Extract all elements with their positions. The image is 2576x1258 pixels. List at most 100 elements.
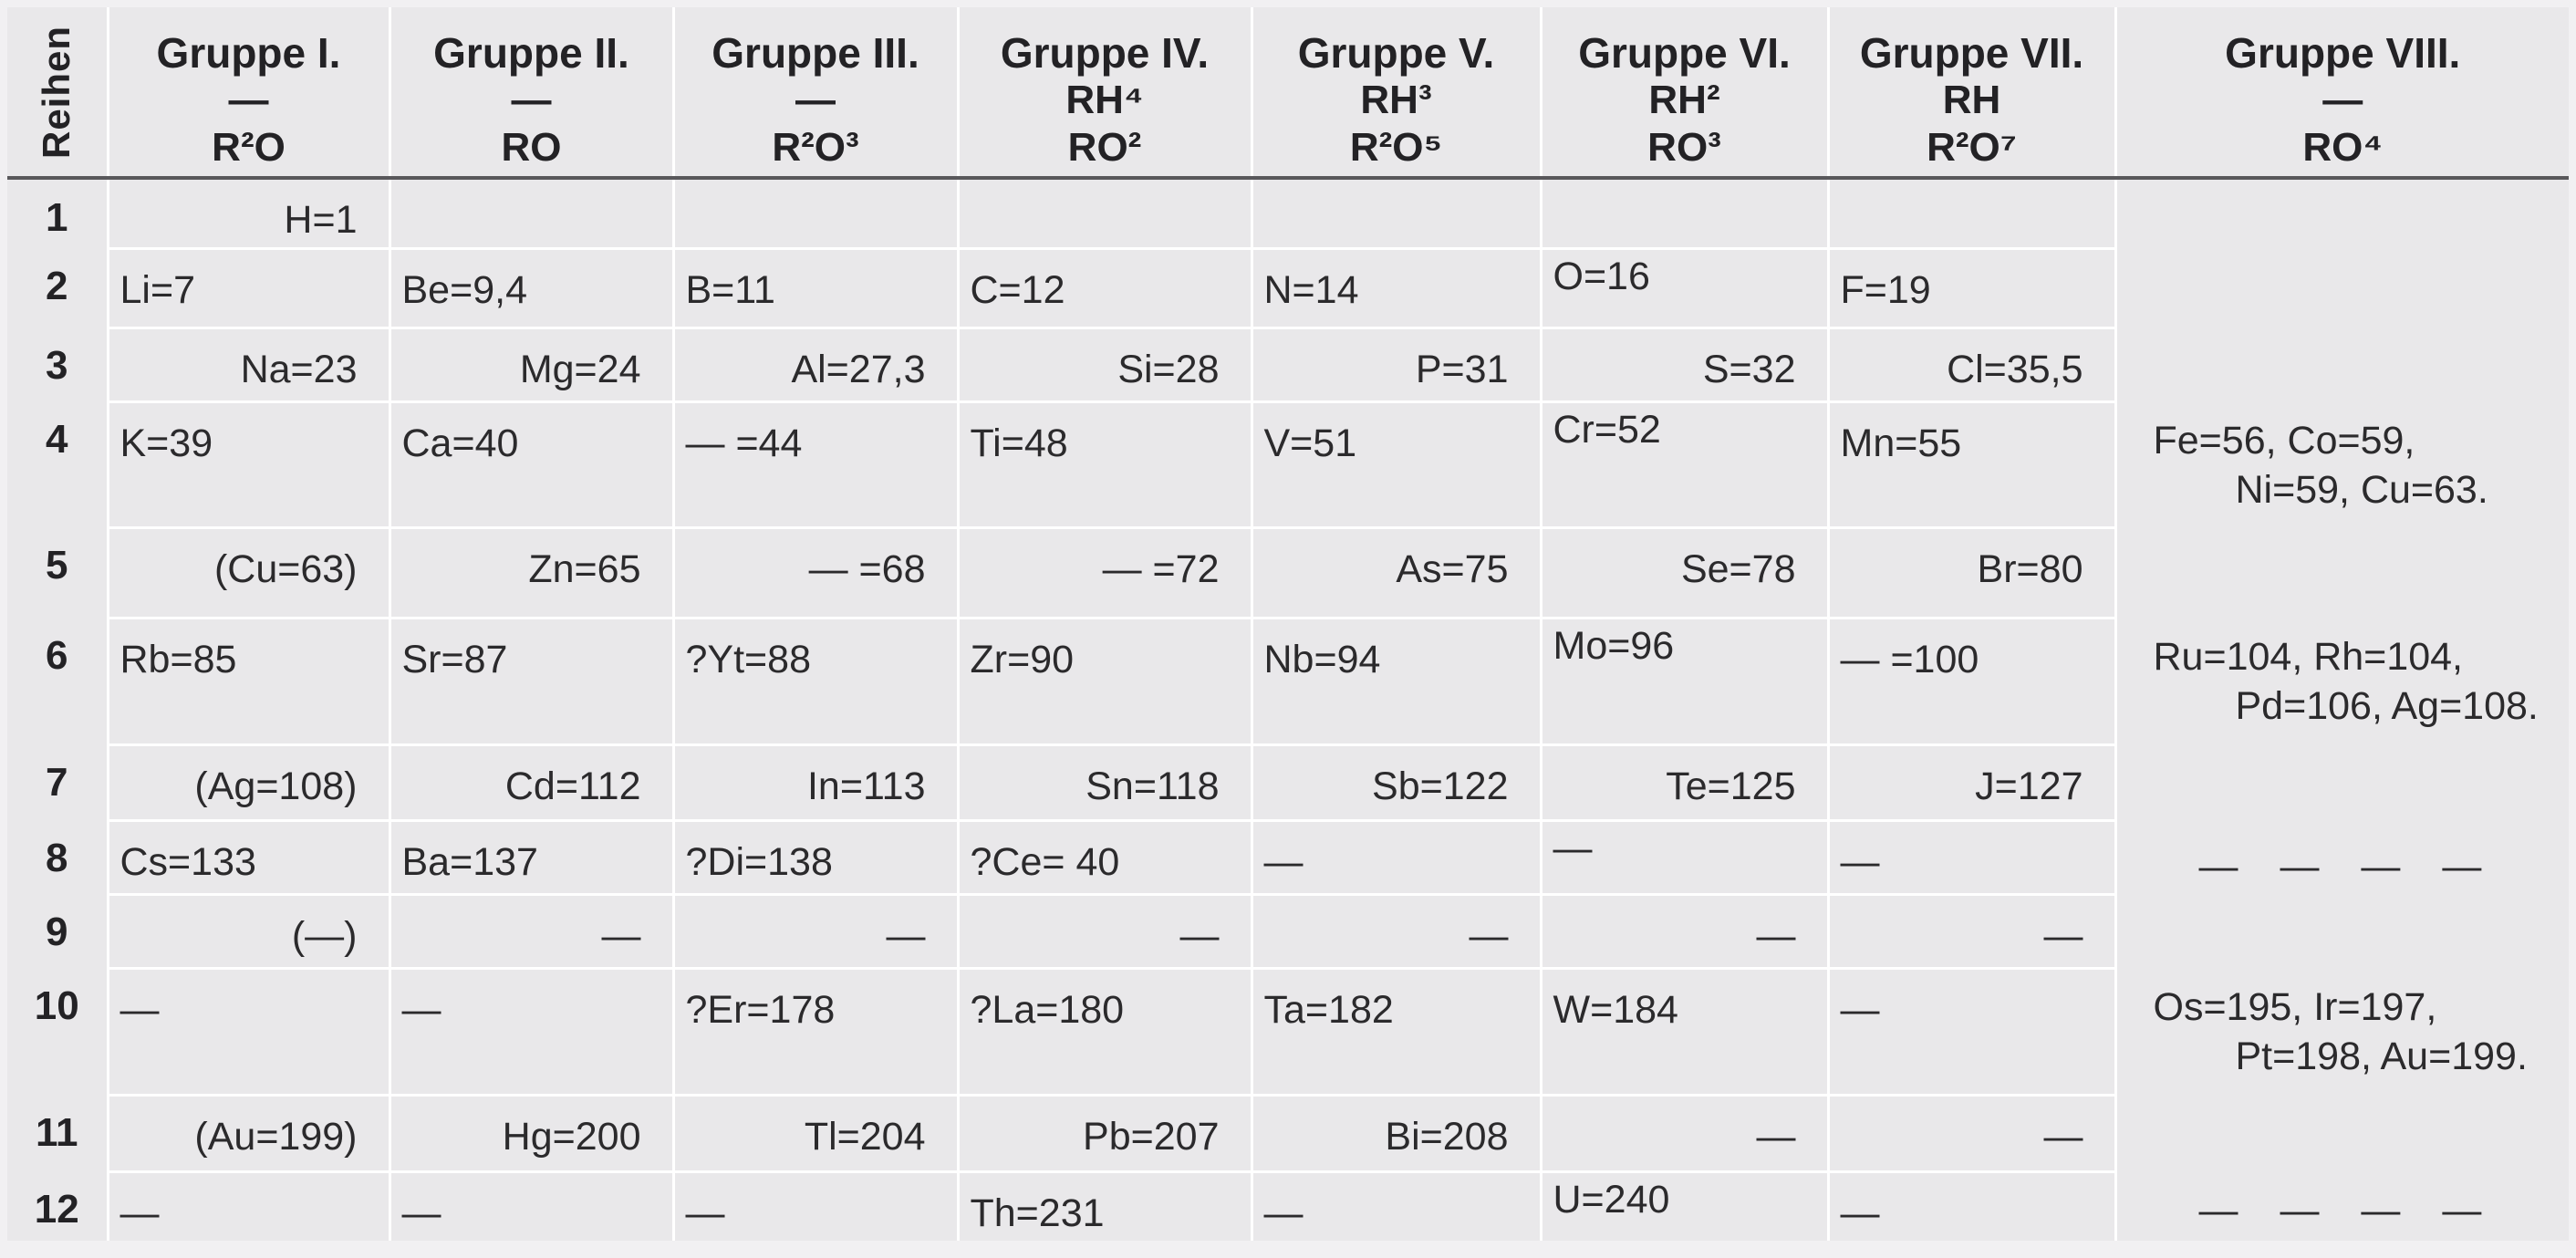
element-group-line: Fe=56, Co=59, xyxy=(2153,419,2415,463)
row-number: 3 xyxy=(7,327,108,401)
element-cell: Se=78 xyxy=(1539,525,1828,618)
element-cell: — xyxy=(1826,892,2115,968)
group-formula-2: RO³ xyxy=(1647,125,1721,170)
element-cell: K=39 xyxy=(106,400,390,527)
element-cell: W=184 xyxy=(1539,966,1828,1095)
element-cell: — =72 xyxy=(956,525,1252,618)
element-cell: — xyxy=(106,966,390,1095)
element-cell: Ca=40 xyxy=(388,400,673,527)
group-title: Gruppe II. xyxy=(433,29,629,77)
element-cell: Hg=200 xyxy=(388,1093,673,1171)
row-axis-label: Reihen xyxy=(35,25,78,159)
group-formula-2: RO⁴ xyxy=(2302,125,2384,170)
element-cell: Ta=182 xyxy=(1250,966,1541,1095)
element-cell: Al=27,3 xyxy=(671,326,958,401)
group-header-3: Gruppe III. — R²O³ xyxy=(671,7,958,180)
element-cell: Pb=207 xyxy=(956,1093,1252,1171)
element-cell: Cd=112 xyxy=(388,743,673,820)
element-cell: J=127 xyxy=(1826,743,2115,820)
element-group-line: Ni=59, Cu=63. xyxy=(2235,468,2488,512)
table-row: 2 Li=7 Be=9,4 B=11 C=12 N=14 O=16 F=19 xyxy=(7,246,2569,327)
group-header-6: Gruppe VI. RH² RO³ xyxy=(1539,7,1828,180)
element-cell: S=32 xyxy=(1539,326,1828,401)
element-group-line: Pd=106, Ag=108. xyxy=(2235,684,2539,728)
group-formula-1: RH xyxy=(1942,78,2001,122)
table-row: 4 K=39 Ca=40 — =44 Ti=48 V=51 Cr=52 Mn=5… xyxy=(7,400,2569,527)
element-cell: — xyxy=(1826,1170,2115,1241)
table-row: 10 — — ?Er=178 ?La=180 Ta=182 W=184 — xyxy=(7,966,2569,1095)
group-title: Gruppe VII. xyxy=(1859,29,2084,77)
element-cell: O=16 xyxy=(1539,246,1828,327)
element-cell: Be=9,4 xyxy=(388,246,673,327)
row-number: 1 xyxy=(7,178,108,248)
row-number: 6 xyxy=(7,618,108,744)
group-formula-2: RO xyxy=(501,125,562,170)
element-cell: Mn=55 xyxy=(1826,400,2115,527)
group-viii-block-row4: Fe=56, Co=59, Ni=59, Cu=63. xyxy=(2118,416,2569,515)
table-row: 9 (—) — — — — — — xyxy=(7,892,2569,968)
element-cell: Nb=94 xyxy=(1250,616,1541,744)
element-cell: (—) xyxy=(106,892,390,968)
element-cell: Th=231 xyxy=(956,1170,1252,1241)
mendeleev-periodic-table: Reihen Gruppe I. — R²O Gruppe II. — RO G… xyxy=(7,7,2569,1241)
table-row: 5 (Cu=63) Zn=65 — =68 — =72 As=75 Se=78 … xyxy=(7,525,2569,618)
reihen-wrap: Reihen xyxy=(7,7,107,174)
element-cell xyxy=(388,178,673,248)
group-viii-block-row10: Os=195, Ir=197, Pt=198, Au=199. xyxy=(2118,982,2569,1081)
group-formula-2: R²O³ xyxy=(772,125,859,170)
element-cell xyxy=(1826,178,2115,248)
element-cell: — =100 xyxy=(1826,616,2115,744)
element-cell: — xyxy=(1539,892,1828,968)
element-cell: — xyxy=(1539,1093,1828,1171)
element-cell: — xyxy=(1250,892,1541,968)
group-formula-1: — xyxy=(795,78,836,122)
group-header-1: Gruppe I. — R²O xyxy=(106,7,390,180)
element-cell: (Au=199) xyxy=(106,1093,390,1171)
group-header-4: Gruppe IV. RH⁴ RO² xyxy=(956,7,1252,180)
row-number: 4 xyxy=(7,401,108,527)
row-number: 9 xyxy=(7,894,108,968)
element-cell: — xyxy=(1826,818,2115,894)
group-formula-2: R²O xyxy=(212,125,286,170)
group-formula-2: RO² xyxy=(1067,125,1142,170)
element-cell: Tl=204 xyxy=(671,1093,958,1171)
element-cell xyxy=(1250,178,1541,248)
element-cell xyxy=(671,178,958,248)
element-cell: Cl=35,5 xyxy=(1826,326,2115,401)
element-cell: — xyxy=(671,892,958,968)
element-group-line: Ru=104, Rh=104, xyxy=(2153,635,2464,679)
element-cell: ?Ce= 40 xyxy=(956,818,1252,894)
element-cell: Li=7 xyxy=(106,246,390,327)
element-cell: Sb=122 xyxy=(1250,743,1541,820)
element-cell: C=12 xyxy=(956,246,1252,327)
element-cell: Sn=118 xyxy=(956,743,1252,820)
group-formula-2: R²O⁷ xyxy=(1927,125,2017,170)
group-header-8: Gruppe VIII. — RO⁴ xyxy=(2114,7,2569,180)
element-cell: Zn=65 xyxy=(388,525,673,618)
group-viii-merged-cell: Fe=56, Co=59, Ni=59, Cu=63. Ru=104, Rh=1… xyxy=(2114,178,2569,1241)
table-row: 12 — — — Th=231 — U=240 — xyxy=(7,1170,2569,1241)
element-cell: Mo=96 xyxy=(1539,616,1828,744)
header-reihen: Reihen xyxy=(7,7,108,180)
element-group-line: Os=195, Ir=197, xyxy=(2153,985,2437,1029)
element-cell: — xyxy=(671,1170,958,1241)
element-cell: — =68 xyxy=(671,525,958,618)
element-cell: Cs=133 xyxy=(106,818,390,894)
group-header-7: Gruppe VII. RH R²O⁷ xyxy=(1826,7,2115,180)
element-cell: Zr=90 xyxy=(956,616,1252,744)
group-formula-1: RH³ xyxy=(1360,78,1432,122)
group-header-2: Gruppe II. — RO xyxy=(388,7,673,180)
element-cell: F=19 xyxy=(1826,246,2115,327)
element-cell: N=14 xyxy=(1250,246,1541,327)
element-cell: Na=23 xyxy=(106,326,390,401)
element-cell: (Cu=63) xyxy=(106,525,390,618)
element-cell: — xyxy=(388,892,673,968)
table-row: 6 Rb=85 Sr=87 ?Yt=88 Zr=90 Nb=94 Mo=96 —… xyxy=(7,616,2569,744)
table-row: 8 Cs=133 Ba=137 ?Di=138 ?Ce= 40 — — — xyxy=(7,818,2569,894)
table-row: 7 (Ag=108) Cd=112 In=113 Sn=118 Sb=122 T… xyxy=(7,743,2569,820)
element-cell: V=51 xyxy=(1250,400,1541,527)
element-cell: — xyxy=(106,1170,390,1241)
element-cell xyxy=(1539,178,1828,248)
element-cell: Br=80 xyxy=(1826,525,2115,618)
